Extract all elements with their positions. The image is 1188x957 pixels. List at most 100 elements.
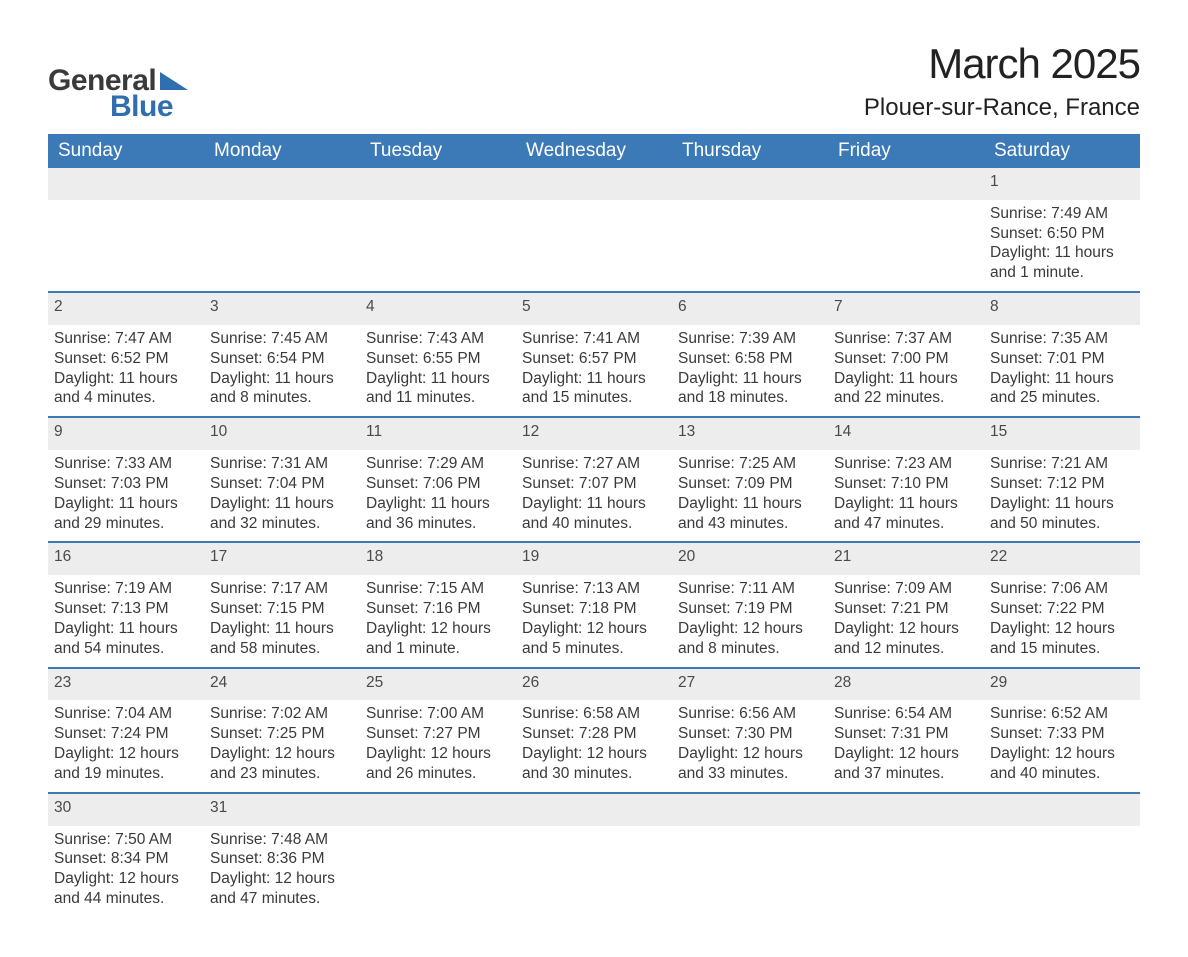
sunrise-text: Sunrise: 7:27 AM [522, 454, 666, 474]
daylight-text: Daylight: 12 hours and 5 minutes. [522, 619, 666, 659]
day-number: 2 [48, 292, 204, 325]
sunrise-text: Sunrise: 6:58 AM [522, 704, 666, 724]
day-info: Sunrise: 7:47 AMSunset: 6:52 PMDaylight:… [48, 325, 204, 417]
day-info: Sunrise: 7:49 AMSunset: 6:50 PMDaylight:… [984, 200, 1140, 292]
daylight-text: Daylight: 12 hours and 40 minutes. [990, 744, 1134, 784]
daylight-text: Daylight: 12 hours and 30 minutes. [522, 744, 666, 784]
sunset-text: Sunset: 6:55 PM [366, 349, 510, 369]
day-info: Sunrise: 7:17 AMSunset: 7:15 PMDaylight:… [204, 575, 360, 667]
day-number: 24 [204, 668, 360, 701]
calendar-week-daynum-row: 2345678 [48, 292, 1140, 325]
sunset-text: Sunset: 7:16 PM [366, 599, 510, 619]
daylight-text: Daylight: 11 hours and 11 minutes. [366, 369, 510, 409]
day-number: 29 [984, 668, 1140, 701]
day-number: 17 [204, 542, 360, 575]
day-info: Sunrise: 7:37 AMSunset: 7:00 PMDaylight:… [828, 325, 984, 417]
empty-cell [516, 826, 672, 917]
sunset-text: Sunset: 7:33 PM [990, 724, 1134, 744]
daylight-text: Daylight: 12 hours and 44 minutes. [54, 869, 198, 909]
sunrise-text: Sunrise: 6:54 AM [834, 704, 978, 724]
empty-cell [672, 200, 828, 292]
sunrise-text: Sunrise: 7:37 AM [834, 329, 978, 349]
calendar-week-daynum-row: 3031 [48, 793, 1140, 826]
daylight-text: Daylight: 11 hours and 1 minute. [990, 243, 1134, 283]
daylight-text: Daylight: 12 hours and 23 minutes. [210, 744, 354, 784]
empty-cell [48, 168, 204, 200]
day-number: 15 [984, 417, 1140, 450]
sunset-text: Sunset: 8:36 PM [210, 849, 354, 869]
calendar-week-info-row: Sunrise: 7:04 AMSunset: 7:24 PMDaylight:… [48, 700, 1140, 792]
sunset-text: Sunset: 6:54 PM [210, 349, 354, 369]
sunset-text: Sunset: 7:30 PM [678, 724, 822, 744]
sunset-text: Sunset: 7:04 PM [210, 474, 354, 494]
sunset-text: Sunset: 7:31 PM [834, 724, 978, 744]
page-title: March 2025 [864, 40, 1140, 88]
day-number: 13 [672, 417, 828, 450]
title-block: March 2025 Plouer-sur-Rance, France [864, 40, 1140, 122]
daylight-text: Daylight: 11 hours and 47 minutes. [834, 494, 978, 534]
sunset-text: Sunset: 7:13 PM [54, 599, 198, 619]
empty-cell [516, 793, 672, 826]
sunset-text: Sunset: 7:22 PM [990, 599, 1134, 619]
day-number: 12 [516, 417, 672, 450]
day-info: Sunrise: 7:13 AMSunset: 7:18 PMDaylight:… [516, 575, 672, 667]
sunrise-text: Sunrise: 7:19 AM [54, 579, 198, 599]
sunset-text: Sunset: 7:24 PM [54, 724, 198, 744]
daylight-text: Daylight: 11 hours and 8 minutes. [210, 369, 354, 409]
day-number: 11 [360, 417, 516, 450]
day-header: Sunday [48, 134, 204, 168]
daylight-text: Daylight: 11 hours and 36 minutes. [366, 494, 510, 534]
day-info: Sunrise: 7:23 AMSunset: 7:10 PMDaylight:… [828, 450, 984, 542]
day-number: 4 [360, 292, 516, 325]
day-info: Sunrise: 7:00 AMSunset: 7:27 PMDaylight:… [360, 700, 516, 792]
calendar-week-info-row: Sunrise: 7:49 AMSunset: 6:50 PMDaylight:… [48, 200, 1140, 292]
day-info: Sunrise: 7:50 AMSunset: 8:34 PMDaylight:… [48, 826, 204, 917]
sunrise-text: Sunrise: 7:09 AM [834, 579, 978, 599]
sunrise-text: Sunrise: 7:21 AM [990, 454, 1134, 474]
day-info: Sunrise: 7:35 AMSunset: 7:01 PMDaylight:… [984, 325, 1140, 417]
day-header: Tuesday [360, 134, 516, 168]
sunset-text: Sunset: 7:03 PM [54, 474, 198, 494]
empty-cell [984, 793, 1140, 826]
daylight-text: Daylight: 12 hours and 47 minutes. [210, 869, 354, 909]
day-header: Friday [828, 134, 984, 168]
day-info: Sunrise: 7:25 AMSunset: 7:09 PMDaylight:… [672, 450, 828, 542]
calendar-week-daynum-row: 1 [48, 168, 1140, 200]
day-info: Sunrise: 7:04 AMSunset: 7:24 PMDaylight:… [48, 700, 204, 792]
empty-cell [204, 168, 360, 200]
daylight-text: Daylight: 12 hours and 19 minutes. [54, 744, 198, 784]
day-info: Sunrise: 7:41 AMSunset: 6:57 PMDaylight:… [516, 325, 672, 417]
day-number: 5 [516, 292, 672, 325]
sunset-text: Sunset: 7:27 PM [366, 724, 510, 744]
daylight-text: Daylight: 11 hours and 50 minutes. [990, 494, 1134, 534]
sunrise-text: Sunrise: 7:02 AM [210, 704, 354, 724]
calendar-week-daynum-row: 9101112131415 [48, 417, 1140, 450]
daylight-text: Daylight: 11 hours and 22 minutes. [834, 369, 978, 409]
logo-text-blue: Blue [110, 92, 188, 122]
sunrise-text: Sunrise: 7:13 AM [522, 579, 666, 599]
day-number: 1 [984, 168, 1140, 200]
sunrise-text: Sunrise: 7:17 AM [210, 579, 354, 599]
day-header: Wednesday [516, 134, 672, 168]
logo: General Blue [48, 66, 188, 122]
sunset-text: Sunset: 7:21 PM [834, 599, 978, 619]
sunset-text: Sunset: 7:15 PM [210, 599, 354, 619]
calendar-week-daynum-row: 23242526272829 [48, 668, 1140, 701]
day-info: Sunrise: 7:02 AMSunset: 7:25 PMDaylight:… [204, 700, 360, 792]
daylight-text: Daylight: 12 hours and 1 minute. [366, 619, 510, 659]
sunrise-text: Sunrise: 7:48 AM [210, 830, 354, 850]
daylight-text: Daylight: 11 hours and 32 minutes. [210, 494, 354, 534]
sunrise-text: Sunrise: 6:52 AM [990, 704, 1134, 724]
day-info: Sunrise: 7:21 AMSunset: 7:12 PMDaylight:… [984, 450, 1140, 542]
daylight-text: Daylight: 12 hours and 15 minutes. [990, 619, 1134, 659]
day-number: 18 [360, 542, 516, 575]
daylight-text: Daylight: 12 hours and 26 minutes. [366, 744, 510, 784]
daylight-text: Daylight: 11 hours and 25 minutes. [990, 369, 1134, 409]
sunrise-text: Sunrise: 7:15 AM [366, 579, 510, 599]
sunrise-text: Sunrise: 7:31 AM [210, 454, 354, 474]
day-number: 16 [48, 542, 204, 575]
sunset-text: Sunset: 8:34 PM [54, 849, 198, 869]
calendar-week-info-row: Sunrise: 7:50 AMSunset: 8:34 PMDaylight:… [48, 826, 1140, 917]
empty-cell [828, 793, 984, 826]
day-info: Sunrise: 7:29 AMSunset: 7:06 PMDaylight:… [360, 450, 516, 542]
